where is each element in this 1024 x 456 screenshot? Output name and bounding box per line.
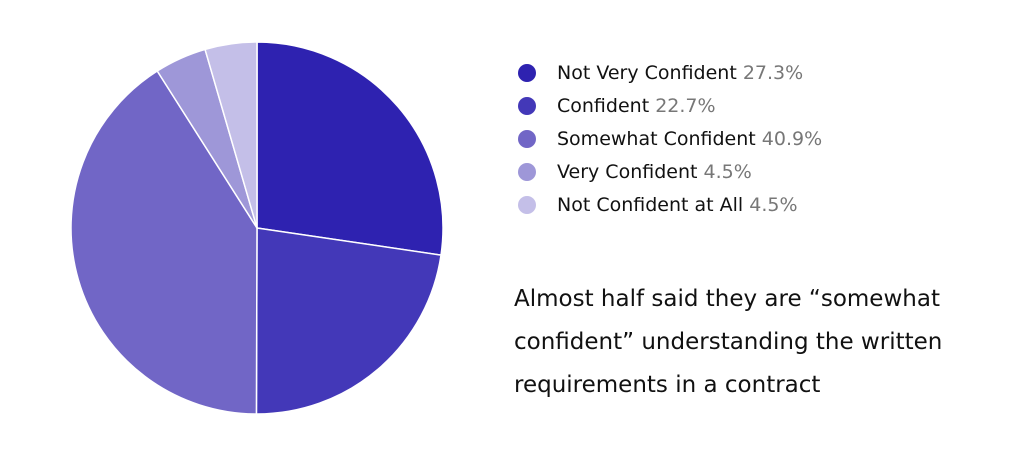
legend-label: Somewhat Confident: [557, 128, 756, 150]
legend-entry: Somewhat Confident 40.9%: [557, 128, 822, 150]
legend-label: Not Confident at All: [557, 194, 743, 216]
legend-value: 27.3%: [743, 62, 803, 84]
legend-label: Confident: [557, 95, 649, 117]
legend-marker: [518, 64, 536, 82]
legend-label: Very Confident: [557, 161, 697, 183]
legend-label: Not Very Confident: [557, 62, 737, 84]
pie-slice: [255, 227, 442, 415]
legend-marker: [518, 97, 536, 115]
legend-marker: [518, 196, 536, 214]
legend-entry: Not Very Confident 27.3%: [557, 62, 803, 84]
legend-value: 4.5%: [704, 161, 752, 183]
pie-slice: [204, 41, 258, 229]
legend-marker: [518, 130, 536, 148]
legend-value: 40.9%: [762, 128, 822, 150]
legend-entry: Confident 22.7%: [557, 95, 716, 117]
legend-marker: [518, 163, 536, 181]
legend-entry: Very Confident 4.5%: [557, 161, 752, 183]
pie-slice: [256, 41, 444, 256]
legend-value: 22.7%: [655, 95, 715, 117]
legend-entry: Not Confident at All 4.5%: [557, 194, 798, 216]
pie-slice: [70, 69, 258, 415]
annotation: Almost half said they are “somewhat conf…: [514, 286, 943, 398]
legend-value: 4.5%: [749, 194, 797, 216]
